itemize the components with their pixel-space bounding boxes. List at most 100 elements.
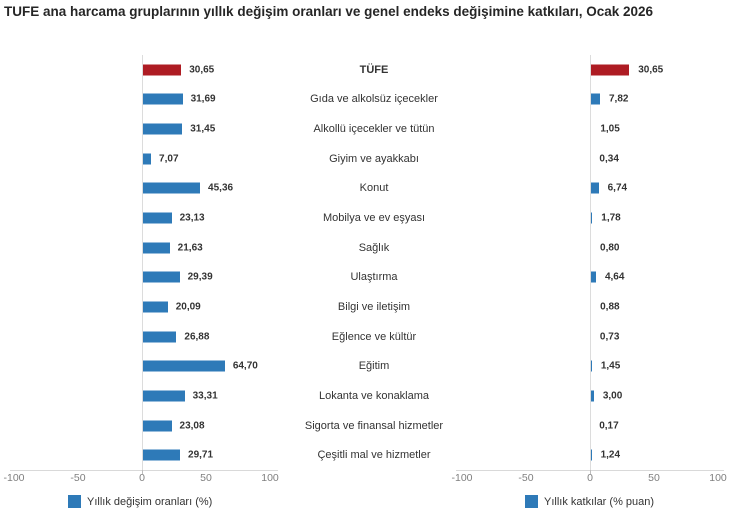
contribution-bar [590,212,593,224]
category-cell: Eğlence ve kültür [290,322,458,352]
rate-bar [142,331,177,343]
category-cell: Sağlık [290,233,458,263]
left-plot-cell: 26,88 [0,322,290,352]
legend-rates-label: Yıllık değişim oranları (%) [87,495,213,508]
right-chart-zero-line [590,55,591,470]
category-cell: Alkollü içecekler ve tütün [290,114,458,144]
chart-row: 31,69 Gıda ve alkolsüz içecekler 7,82 [0,85,750,115]
category-cell: TÜFE [290,55,458,85]
contribution-value-label: 0,34 [599,153,619,165]
category-cell: Lokanta ve konaklama [290,381,458,411]
rate-value-label: 23,08 [179,420,205,431]
rate-bar [142,360,225,372]
category-label: TÜFE [359,63,389,76]
rate-bar [142,93,183,105]
contribution-value-label: 3,00 [602,390,623,402]
right-chart-zero-tick [590,470,591,474]
right-plot-cell: 1,24 [458,440,750,470]
contribution-bar [590,182,599,194]
left-plot-cell: 20,09 [0,292,290,322]
category-label: Sigorta ve finansal hizmetler [304,419,444,432]
chart-row: 29,39 Ulaştırma 4,64 [0,262,750,292]
rate-value-label: 23,13 [179,212,205,224]
rate-value-label: 7,07 [159,153,179,165]
rate-bar [142,242,170,254]
rate-value-label: 29,71 [188,449,214,461]
rate-bar [142,153,152,165]
left-plot-cell: 30,65 [0,55,290,85]
chart-row: 20,09 Bilgi ve iletişim 0,88 [0,292,750,322]
rate-value-label: 30,65 [189,64,215,76]
rate-bar [142,449,181,461]
contribution-value-label: 1,05 [600,123,620,135]
category-cell: Gıda ve alkolsüz içecekler [290,85,458,115]
right-plot-cell: 3,00 [458,381,750,411]
contribution-bar [590,93,600,105]
axis-tick-label: 50 [200,472,212,484]
rate-value-label: 20,09 [175,301,201,313]
contribution-bar [590,64,630,76]
contribution-value-label: 0,73 [599,331,620,343]
left-plot-cell: 23,08 [0,411,290,441]
category-cell: Ulaştırma [290,262,458,292]
chart-row: 30,65 TÜFE 30,65 [0,55,750,85]
category-cell: Mobilya ve ev eşyası [290,203,458,233]
chart-row: 23,08 Sigorta ve finansal hizmetler 0,17 [0,411,750,441]
left-plot-cell: 45,36 [0,174,290,204]
left-plot-cell: 21,63 [0,233,290,263]
left-plot-cell: 33,31 [0,381,290,411]
rate-bar [142,64,182,76]
chart-row: 29,71 Çeşitli mal ve hizmetler 1,24 [0,440,750,470]
category-label: Gıda ve alkolsüz içecekler [310,93,438,106]
chart-row: 23,13 Mobilya ve ev eşyası 1,78 [0,203,750,233]
category-label: Eğlence ve kültür [331,330,417,343]
category-label: Eğitim [358,360,390,373]
chart-row: 64,70 Eğitim 1,45 [0,351,750,381]
right-plot-cell: 7,82 [458,85,750,115]
page-title: TUFE ana harcama gruplarının yıllık deği… [4,4,654,19]
contribution-bar [590,271,596,283]
chart-row: 21,63 Sağlık 0,80 [0,233,750,263]
legend-rates-swatch-icon [68,495,81,508]
right-plot-cell: 30,65 [458,55,750,85]
chart-row: 26,88 Eğlence ve kültür 0,73 [0,322,750,352]
left-chart-zero-line [142,55,143,470]
axis-tick-label: -50 [70,472,86,484]
rate-value-label: 45,36 [208,182,234,194]
category-cell: Sigorta ve finansal hizmetler [290,411,458,441]
category-label: Ulaştırma [350,271,398,284]
left-plot-cell: 7,07 [0,144,290,174]
left-chart-zero-tick [142,470,143,474]
category-label: Mobilya ve ev eşyası [322,212,426,225]
left-plot-cell: 64,70 [0,351,290,381]
axis-tick-label: -50 [518,472,534,484]
rate-value-label: 33,31 [192,390,218,402]
contribution-bar [590,390,594,402]
left-plot-cell: 29,39 [0,262,290,292]
contribution-value-label: 6,74 [607,182,628,194]
contribution-value-label: 7,82 [609,93,629,105]
contribution-value-label: 0,17 [599,420,619,431]
rate-bar [142,301,168,313]
chart-rows: 30,65 TÜFE 30,65 31,69 Gıda ve alkolsüz içec… [0,55,750,470]
right-plot-cell: 1,45 [458,351,750,381]
right-plot-cell: 1,05 [458,114,750,144]
rate-value-label: 21,63 [177,242,203,254]
category-label: Alkollü içecekler ve tütün [313,123,435,136]
rate-value-label: 64,70 [232,360,258,372]
chart-row: 45,36 Konut 6,74 [0,174,750,204]
contribution-value-label: 1,45 [600,360,621,372]
rate-bar [142,182,201,194]
chart-row: 31,45 Alkollü içecekler ve tütün 1,05 [0,114,750,144]
category-label: Lokanta ve konaklama [318,389,430,402]
contribution-value-label: 0,80 [600,242,620,254]
axis-tick-label: -100 [3,472,25,484]
left-chart-axis-line [10,470,278,471]
contribution-value-label: 4,64 [604,271,625,283]
contribution-value-label: 1,24 [600,449,621,461]
axis-tick-label: 0 [139,472,145,484]
rate-bar [142,212,172,224]
chart-row: 33,31 Lokanta ve konaklama 3,00 [0,381,750,411]
axis-tick-label: 0 [587,472,593,484]
category-label: Sağlık [358,241,390,254]
